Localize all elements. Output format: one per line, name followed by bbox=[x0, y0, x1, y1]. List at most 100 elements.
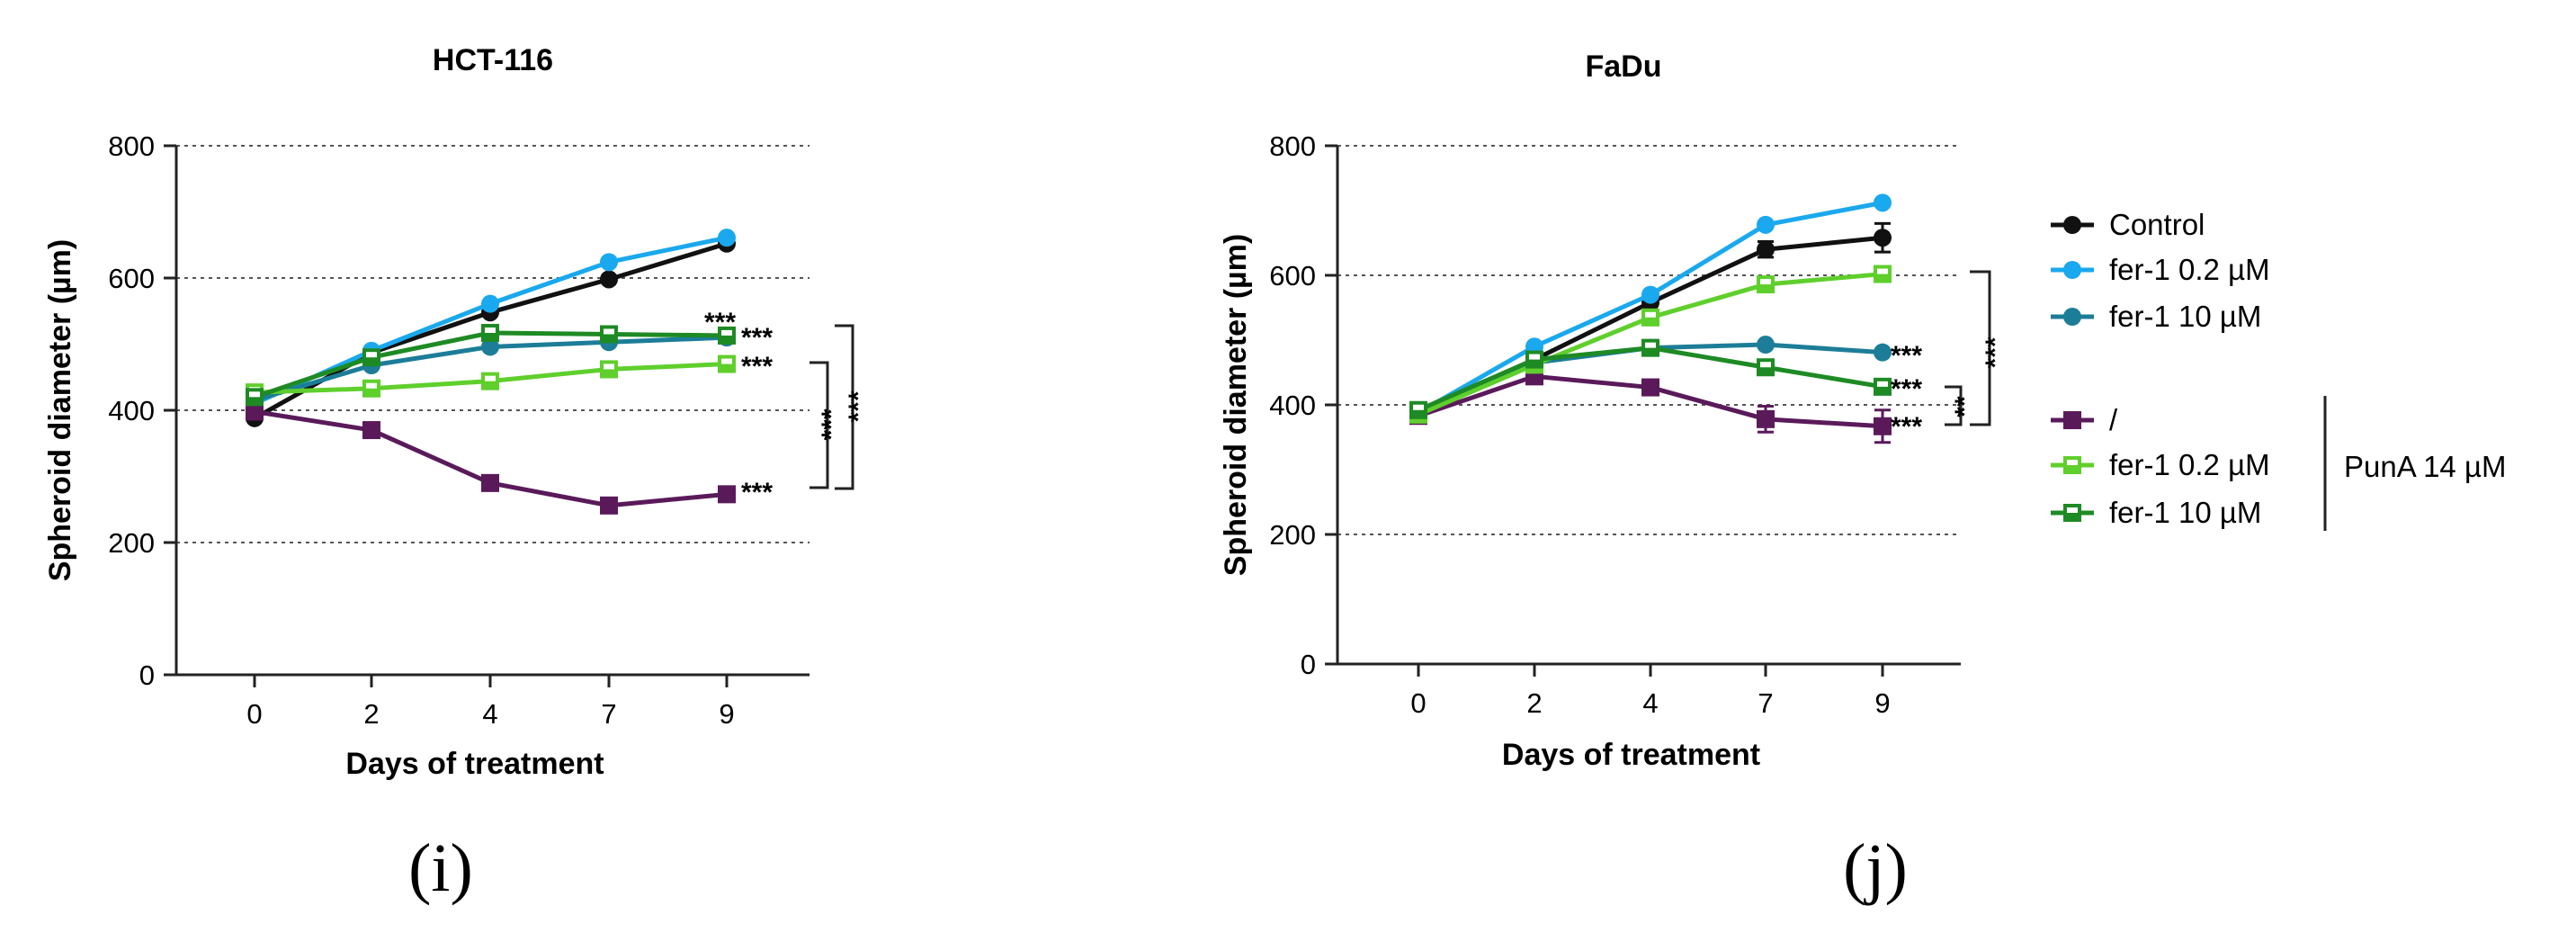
marker-fill bbox=[1875, 274, 1890, 282]
data-point bbox=[718, 326, 736, 345]
chart-panel-1: FaDu 0 200 400 600 800 0 2 4 7 9 Days of treatment S… bbox=[1219, 49, 1961, 906]
significance-stars: *** bbox=[741, 323, 773, 353]
marker-fill bbox=[1527, 359, 1542, 367]
marker-fill bbox=[247, 397, 262, 405]
x-tick-label: 0 bbox=[246, 698, 262, 730]
data-point bbox=[1874, 377, 1892, 396]
data-point bbox=[246, 402, 264, 421]
data-point bbox=[600, 325, 618, 344]
data-point bbox=[1757, 358, 1775, 377]
marker-fill bbox=[1758, 367, 1773, 375]
panel-label: (j) bbox=[1843, 830, 1908, 906]
legend-marker bbox=[2063, 456, 2081, 474]
y-tick-label: 0 bbox=[139, 659, 155, 691]
marker-fill bbox=[364, 357, 379, 365]
data-point bbox=[1641, 378, 1659, 397]
x-axis-label: Days of treatment bbox=[1502, 738, 1760, 772]
y-tick-label: 200 bbox=[1269, 519, 1316, 551]
marker-fill bbox=[602, 369, 616, 377]
data-point bbox=[1874, 193, 1892, 212]
y-tick-label: 400 bbox=[108, 395, 155, 426]
significance-stars: *** bbox=[741, 352, 773, 381]
data-point bbox=[1757, 240, 1775, 259]
significance-stars: *** bbox=[1891, 341, 1922, 371]
data-point bbox=[1641, 308, 1659, 327]
significance-bracket bbox=[809, 361, 829, 489]
data-point bbox=[600, 496, 618, 515]
x-axis-label: Days of treatment bbox=[345, 747, 604, 781]
data-point bbox=[1757, 336, 1775, 354]
marker-fill bbox=[1411, 409, 1426, 417]
data-point bbox=[362, 348, 380, 367]
marker-fill bbox=[2065, 513, 2080, 520]
data-point bbox=[362, 379, 380, 398]
series-4 bbox=[246, 354, 736, 402]
legend-marker bbox=[2063, 261, 2081, 279]
y-tick-label: 0 bbox=[1301, 649, 1316, 680]
legend-item: / bbox=[2051, 403, 2118, 436]
data-point bbox=[481, 337, 499, 356]
series-3 bbox=[246, 402, 736, 515]
y-tick-label: 800 bbox=[1269, 130, 1316, 162]
data-point bbox=[600, 253, 618, 272]
data-point bbox=[481, 473, 499, 492]
x-tick-label: 0 bbox=[1410, 687, 1426, 719]
x-tick-label: 9 bbox=[719, 698, 734, 730]
data-point bbox=[246, 388, 264, 407]
data-point bbox=[718, 229, 736, 247]
marker-fill bbox=[483, 333, 497, 341]
y-axis-label: Spheroid diameter (µm) bbox=[1219, 234, 1253, 576]
legend-marker bbox=[2063, 216, 2081, 234]
data-point bbox=[1757, 275, 1775, 294]
panel-label: (i) bbox=[408, 830, 473, 906]
legend-item: Control bbox=[2051, 208, 2205, 241]
legend-marker bbox=[2063, 411, 2081, 429]
marker-fill bbox=[2065, 465, 2080, 472]
data-point bbox=[1525, 350, 1543, 369]
x-tick-label: 2 bbox=[1526, 687, 1542, 719]
data-point bbox=[1641, 338, 1659, 357]
significance-bracket bbox=[1970, 270, 1991, 426]
marker-fill bbox=[1643, 317, 1658, 325]
marker-fill bbox=[720, 363, 734, 372]
marker-fill bbox=[1643, 347, 1658, 355]
legend-label: fer-1 0.2 µM bbox=[2109, 253, 2270, 286]
legend-label: Control bbox=[2109, 208, 2205, 241]
data-point bbox=[1757, 409, 1775, 428]
chart-title: FaDu bbox=[1586, 49, 1662, 84]
marker-fill bbox=[720, 335, 734, 343]
significance-bracket bbox=[1945, 385, 1963, 426]
marker-fill bbox=[602, 334, 616, 342]
chart-title: HCT-116 bbox=[433, 43, 553, 77]
bracket-stars: *** bbox=[817, 408, 846, 440]
marker-fill bbox=[483, 381, 497, 389]
data-point bbox=[362, 421, 380, 440]
series-5 bbox=[246, 324, 736, 407]
marker-fill bbox=[1875, 386, 1890, 394]
marker-fill bbox=[364, 388, 379, 396]
marker-fill bbox=[1758, 284, 1773, 292]
legend-item: fer-1 10 µM bbox=[2051, 496, 2261, 529]
data-point bbox=[1874, 229, 1892, 247]
data-point bbox=[718, 485, 736, 504]
x-tick-label: 7 bbox=[601, 698, 616, 730]
legend-label: fer-1 10 µM bbox=[2109, 300, 2261, 333]
data-point bbox=[1874, 265, 1892, 283]
data-point bbox=[481, 372, 499, 390]
bracket-stars: ** bbox=[1950, 396, 1980, 417]
legend-item: fer-1 0.2 µM bbox=[2051, 253, 2270, 286]
chart-panel-0: HCT-116 0 200 400 600 800 0 2 4 7 9 Days of treatme… bbox=[43, 43, 809, 906]
significance-stars: *** bbox=[741, 478, 773, 507]
x-tick-label: 9 bbox=[1874, 687, 1890, 719]
significance-stars: *** bbox=[1891, 374, 1922, 404]
y-axis-label: Spheroid diameter (µm) bbox=[43, 239, 77, 581]
data-point bbox=[1874, 343, 1892, 362]
legend-label: fer-1 0.2 µM bbox=[2109, 448, 2270, 481]
bracket-stars: *** bbox=[1981, 336, 2010, 368]
data-point bbox=[1757, 215, 1775, 234]
data-point bbox=[600, 270, 618, 289]
legend-item: fer-1 0.2 µM bbox=[2051, 448, 2270, 481]
legend-label: fer-1 10 µM bbox=[2109, 496, 2261, 529]
significance-stars: *** bbox=[704, 308, 736, 337]
